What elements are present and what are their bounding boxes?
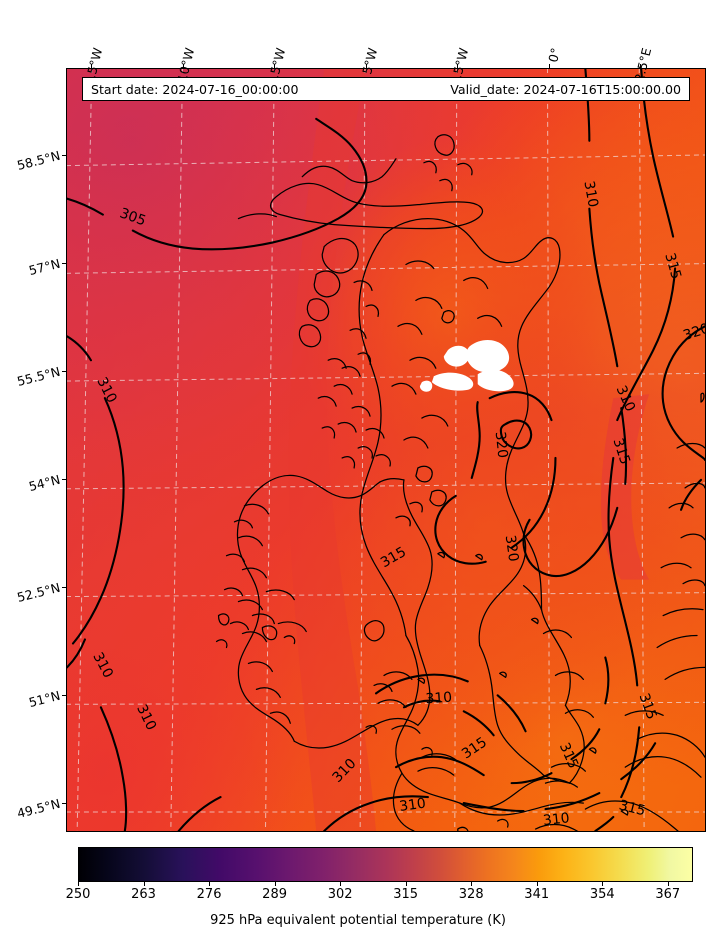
contour-label-315-e2: 315	[609, 436, 632, 466]
lat-label-3: 54°N	[27, 471, 62, 494]
colorbar-label-302: 302	[327, 887, 353, 902]
contour-label-315-se2: 315	[617, 797, 647, 819]
contour-lines	[67, 69, 705, 831]
contour-label-310-mid: 310	[425, 690, 453, 708]
colorbar-label-250: 250	[65, 887, 91, 902]
missing-data-patches	[419, 340, 514, 392]
start-date-label: Start date: 2024-07-16_00:00:00	[91, 81, 299, 97]
colorbar-label-354: 354	[589, 887, 615, 902]
map-render: 305 310 310 310 310 315 315 320 320 315 …	[67, 69, 705, 831]
lon-tick-1	[183, 64, 184, 68]
colorbar-tick-302	[340, 882, 342, 886]
lat-tick-0	[62, 155, 66, 156]
lat-label-4: 52.5°N	[15, 579, 62, 605]
colorbar-title: 925 hPa equivalent potential temperature…	[210, 913, 506, 928]
colorbar-tick-354	[602, 882, 604, 886]
contour-label-320-e: 320	[681, 321, 705, 344]
lat-label-0: 58.5°N	[15, 147, 62, 173]
lat-tick-2	[62, 371, 66, 372]
contour-label-315-e1: 315	[661, 251, 684, 281]
lat-tick-1	[62, 263, 66, 264]
lon-tick-4	[457, 64, 458, 68]
map-axes[interactable]: 305 310 310 310 310 315 315 320 320 315 …	[66, 68, 706, 832]
lat-label-2: 55.5°N	[15, 363, 62, 389]
colorbar-tick-315	[405, 882, 407, 886]
contour-label-320-ne: 320	[502, 534, 522, 563]
lon-tick-2	[274, 64, 275, 68]
colorbar-tick-328	[471, 882, 473, 886]
contour-label-310-ch: 310	[542, 810, 570, 829]
lon-tick-3	[366, 64, 367, 68]
valid-date-label: Valid_date: 2024-07-16T15:00:00.00	[450, 81, 681, 97]
colorbar-tick-250	[78, 882, 79, 886]
colorbar-label-263: 263	[131, 887, 156, 902]
colorbar-label-289: 289	[262, 887, 288, 902]
colorbar-label-276: 276	[196, 887, 222, 902]
contour-label-310-s2: 310	[398, 795, 427, 815]
colorbar-label-341: 341	[524, 887, 550, 902]
lat-label-6: 49.5°N	[15, 795, 62, 821]
colorbar-tick-367	[667, 882, 669, 886]
lat-tick-6	[62, 803, 66, 804]
lat-tick-3	[62, 479, 66, 480]
colorbar-gradient[interactable]	[78, 847, 693, 882]
thermal-field	[67, 69, 705, 831]
colorbar-tick-289	[274, 882, 276, 886]
colorbar-label-367: 367	[655, 887, 681, 902]
colorbar[interactable]	[78, 847, 693, 882]
colorbar-label-315: 315	[393, 887, 419, 902]
lon-tick-6	[640, 64, 641, 68]
info-banner: Start date: 2024-07-16_00:00:00 Valid_da…	[82, 77, 690, 101]
colorbar-label-328: 328	[458, 887, 484, 902]
contour-label-320-scot: 320	[492, 431, 511, 459]
map-clip: 305 310 310 310 310 315 315 320 320 315 …	[67, 69, 705, 831]
lat-tick-5	[62, 695, 66, 696]
colorbar-tick-263	[143, 882, 145, 886]
colorbar-tick-276	[209, 882, 211, 886]
contour-label-310-ne1: 310	[580, 180, 600, 209]
lon-tick-5	[549, 64, 550, 68]
lon-tick-0	[91, 64, 92, 68]
lat-label-1: 57°N	[27, 255, 62, 278]
colorbar-tick-341	[536, 882, 538, 886]
lat-tick-4	[62, 587, 66, 588]
lon-label-5: 0°	[545, 46, 564, 64]
lat-label-5: 51°N	[27, 687, 62, 710]
